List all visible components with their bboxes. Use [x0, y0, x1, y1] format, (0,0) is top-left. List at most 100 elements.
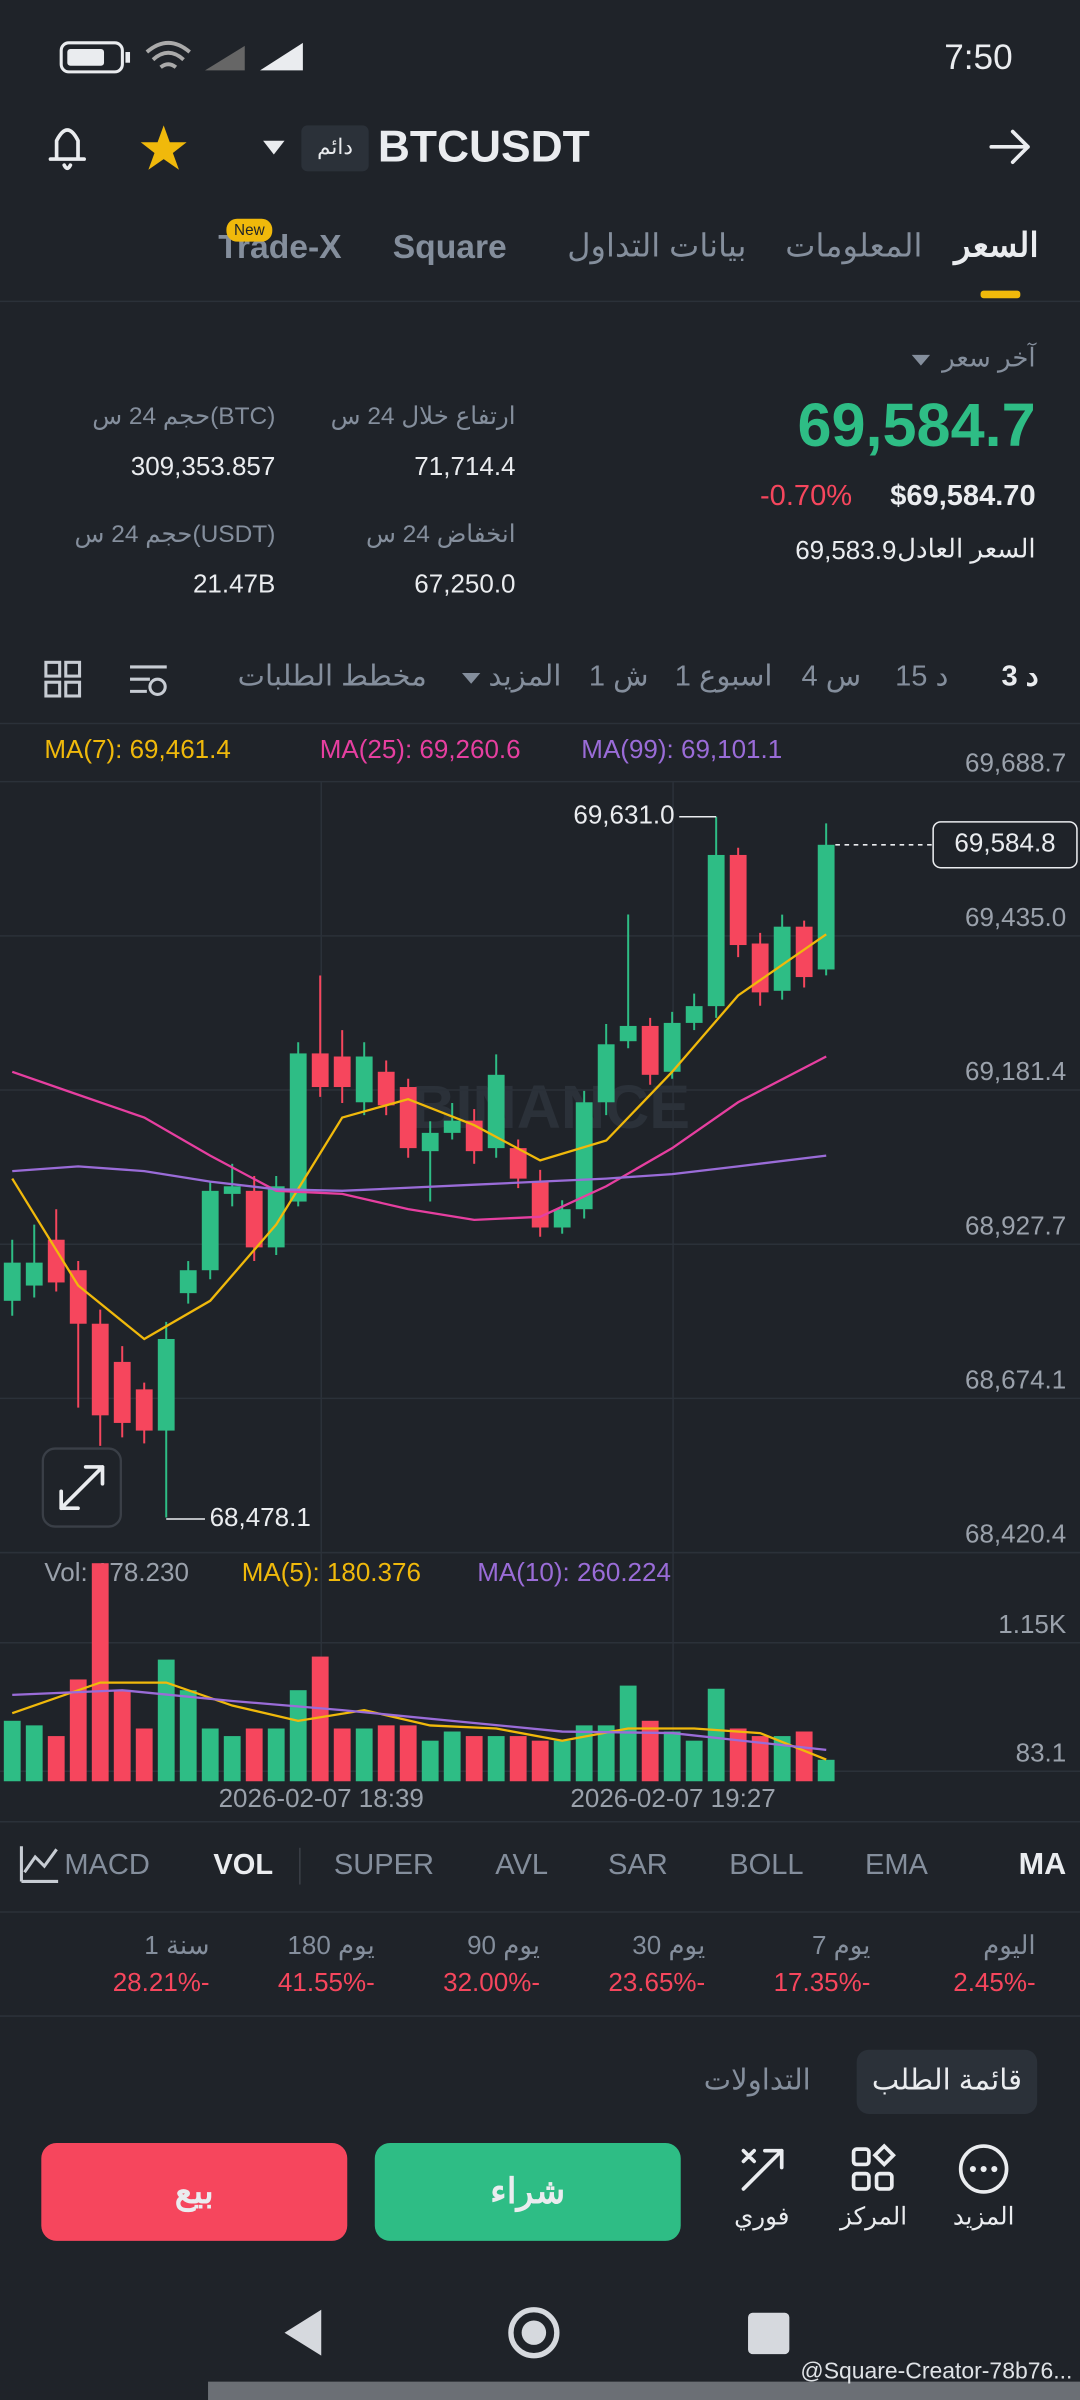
- last-price: 69,584.7: [798, 391, 1036, 459]
- fair-price-label: السعر العادل: [897, 534, 1036, 565]
- volume-bar: [179, 1690, 197, 1782]
- indicator[interactable]: EMA: [865, 1849, 929, 1881]
- volume-bar: [729, 1728, 747, 1782]
- position-icon[interactable]: [851, 2143, 896, 2191]
- tab[interactable]: Square: [393, 229, 507, 266]
- interval[interactable]: 1 ش: [589, 660, 649, 693]
- stat-label: حجم 24 س(BTC): [92, 403, 275, 430]
- candle-body: [399, 1087, 417, 1149]
- y-tick-label: 69,435.0: [965, 902, 1066, 932]
- candle-body: [641, 1025, 659, 1075]
- candle-body: [355, 1056, 373, 1103]
- sell-button[interactable]: [41, 2143, 348, 2241]
- more-intervals[interactable]: المزيد: [488, 660, 561, 693]
- interval[interactable]: 4 س: [802, 660, 862, 693]
- dropdown-arrow: [911, 354, 931, 366]
- volume-bar: [135, 1728, 153, 1782]
- volume-bar: [553, 1740, 571, 1782]
- more-icon[interactable]: [958, 2144, 1009, 2194]
- candle-body: [69, 1270, 87, 1324]
- dropdown-arrow[interactable]: [263, 140, 285, 155]
- stat-value: 71,714.4: [414, 451, 515, 481]
- volume-bar: [421, 1740, 439, 1782]
- period-label: 90 يوم: [467, 1930, 540, 1961]
- indicator[interactable]: AVL: [495, 1849, 548, 1881]
- candle-body: [531, 1181, 549, 1228]
- volume-bar: [751, 1736, 769, 1782]
- indicator[interactable]: BOLL: [729, 1849, 803, 1881]
- settings-icon[interactable]: [130, 665, 167, 696]
- tab[interactable]: السعر: [952, 228, 1038, 266]
- star-icon[interactable]: [140, 125, 187, 170]
- nav-home[interactable]: [508, 2307, 560, 2359]
- dropdown-arrow: [461, 673, 481, 684]
- volume-bar: [465, 1736, 483, 1782]
- new-badge: New: [234, 222, 266, 239]
- interval[interactable]: 15 د: [895, 660, 948, 692]
- volume-bar: [685, 1740, 703, 1782]
- interval[interactable]: 3 د: [1002, 660, 1039, 692]
- watermark-bar: [208, 2381, 1080, 2400]
- candle-body: [3, 1262, 21, 1301]
- volume-bar: [333, 1728, 351, 1782]
- indicator[interactable]: MA: [1019, 1847, 1067, 1881]
- candle-body: [267, 1186, 285, 1248]
- period-label: 7 يوم: [812, 1930, 870, 1961]
- stat-value: 21.47B: [193, 569, 275, 599]
- interval[interactable]: 1 اسبوع: [675, 660, 773, 693]
- ma-legend: MA(25): 69,260.6: [320, 734, 521, 764]
- indicator[interactable]: SAR: [608, 1849, 668, 1881]
- book-tab[interactable]: التداولات: [704, 2065, 811, 2098]
- buy-button[interactable]: [374, 2143, 681, 2241]
- nav-back[interactable]: [284, 2309, 322, 2356]
- period-change: 28.21%-: [113, 1967, 210, 1997]
- action-label[interactable]: فوري: [734, 2203, 789, 2230]
- indicator-icon[interactable]: [19, 1846, 59, 1883]
- action-label[interactable]: المزيد: [953, 2203, 1015, 2230]
- ma-line: [11, 1055, 827, 1222]
- indicator[interactable]: MACD: [64, 1849, 150, 1881]
- symbol[interactable]: BTCUSDT: [378, 123, 590, 172]
- period-change: 32.00%-: [443, 1967, 540, 1997]
- layout-icon[interactable]: [44, 660, 82, 698]
- volume-bar: [487, 1736, 505, 1782]
- bell-icon[interactable]: [48, 128, 86, 171]
- volume-bar: [509, 1736, 527, 1782]
- indicator[interactable]: SUPER: [334, 1849, 434, 1881]
- status-icons: [59, 40, 303, 74]
- stat-label: حجم 24 س(USDT): [75, 521, 276, 548]
- volume-ma-legend: MA(10): 260.224: [477, 1557, 671, 1587]
- last-price-label[interactable]: آخر سعر: [940, 341, 1037, 373]
- candle-body: [333, 1056, 351, 1088]
- tab[interactable]: بيانات التداول: [567, 227, 746, 264]
- candle-body: [795, 926, 813, 978]
- tab[interactable]: المعلومات: [785, 227, 922, 264]
- volume-bar: [817, 1759, 835, 1782]
- indicator[interactable]: VOL: [213, 1849, 273, 1881]
- candle-body: [487, 1074, 505, 1149]
- buy-label: شراء: [490, 2172, 565, 2213]
- y-tick-label: 68,927.7: [965, 1210, 1066, 1240]
- share-icon[interactable]: [989, 129, 1030, 164]
- price-change: -0.70%: [760, 480, 852, 512]
- depth-chart[interactable]: مخطط الطلبات: [238, 660, 427, 692]
- high-label: 69,631.0: [573, 800, 674, 830]
- candle-body: [443, 1120, 461, 1133]
- volume-bar: [69, 1679, 87, 1782]
- candle-body: [575, 1102, 593, 1210]
- volume-bar: [289, 1690, 307, 1782]
- spot-icon[interactable]: [741, 2148, 784, 2191]
- period-change: 23.65%-: [608, 1967, 705, 1997]
- action-label[interactable]: المركز: [839, 2203, 907, 2230]
- book-tab[interactable]: قائمة الطلب: [872, 2065, 1022, 2097]
- candle-body: [289, 1053, 307, 1202]
- nav-recent[interactable]: [748, 2312, 790, 2355]
- volume-bar: [113, 1690, 131, 1782]
- new-badge-bg: [226, 218, 273, 242]
- candle-body: [135, 1389, 153, 1431]
- volume-bar: [311, 1656, 329, 1782]
- candle-body: [179, 1270, 197, 1294]
- volume-bar: [443, 1731, 461, 1782]
